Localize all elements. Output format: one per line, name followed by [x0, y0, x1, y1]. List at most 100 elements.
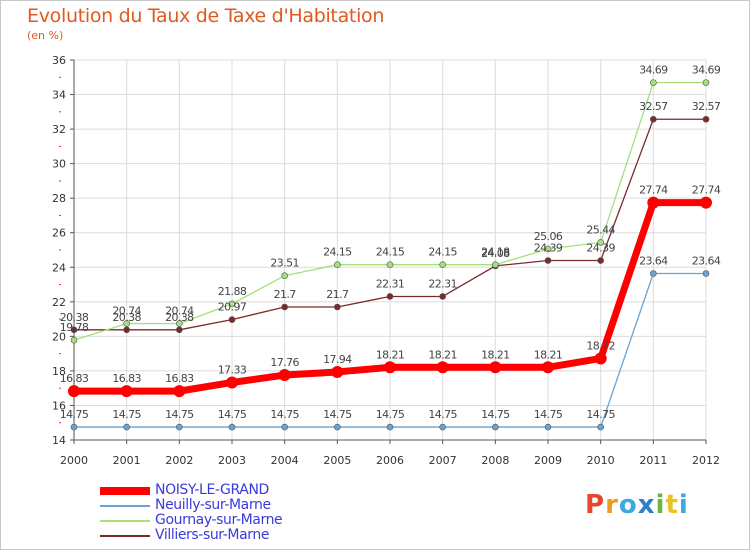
- data-point: [650, 115, 657, 123]
- data-point: [594, 352, 607, 365]
- data-label: 23.64: [692, 254, 721, 267]
- data-point: [123, 423, 130, 431]
- data-label: 14.75: [112, 408, 141, 421]
- x-tick-label: 2000: [60, 454, 88, 467]
- logo-letter: r: [605, 490, 619, 520]
- data-point: [386, 423, 394, 431]
- data-point: [334, 303, 341, 311]
- data-label: 21.7: [274, 288, 297, 301]
- y-tick-label: 34: [52, 89, 66, 102]
- data-point: [68, 385, 80, 398]
- data-point: [436, 361, 449, 374]
- chart-title: Evolution du Taux de Taxe d'Habitation: [27, 5, 385, 27]
- data-label: 20.38: [165, 311, 194, 324]
- legend-label: NOISY-LE-GRAND: [155, 482, 269, 498]
- data-point: [228, 423, 236, 431]
- data-point: [650, 79, 657, 86]
- y-tick-label: 22: [52, 296, 66, 309]
- data-point: [386, 293, 394, 300]
- data-point: [384, 361, 396, 374]
- data-label: 18.21: [376, 348, 405, 361]
- data-label: 14.75: [165, 408, 194, 421]
- data-point: [226, 376, 238, 389]
- data-label: 24.15: [428, 246, 457, 259]
- legend-label: Neuilly-sur-Marne: [155, 497, 271, 513]
- y-tick-label: 20: [52, 330, 66, 343]
- data-label: 27.74: [692, 184, 721, 197]
- legend-label: Gournay-sur-Marne: [155, 512, 283, 528]
- data-label: 14.75: [60, 408, 89, 421]
- data-label: 18.21: [534, 348, 563, 361]
- x-tick-label: 2010: [587, 454, 615, 467]
- data-label: 16.83: [60, 372, 89, 385]
- x-tick-label: 2007: [429, 454, 457, 467]
- data-point: [70, 336, 78, 344]
- data-label: 14.75: [586, 408, 615, 421]
- data-point: [123, 326, 130, 334]
- chart-unit: (en %): [27, 29, 64, 42]
- data-point: [176, 320, 183, 327]
- x-tick-label: 2012: [692, 454, 720, 467]
- data-point: [70, 326, 78, 334]
- data-label: 24.39: [534, 242, 563, 255]
- data-label: 18.21: [481, 348, 510, 361]
- data-label: 24.39: [586, 242, 615, 255]
- y-tick-label: 36: [52, 54, 66, 67]
- data-label: 27.74: [639, 184, 668, 197]
- data-point: [439, 261, 446, 268]
- data-label: 24.15: [376, 246, 405, 259]
- data-point: [544, 257, 552, 264]
- data-label: 34.69: [692, 64, 721, 77]
- data-label: 20.97: [218, 301, 247, 314]
- legend-swatch: [100, 535, 150, 537]
- data-point: [597, 239, 604, 246]
- y-tick-label: 28: [52, 192, 66, 205]
- x-tick-label: 2004: [271, 454, 299, 467]
- data-point: [702, 79, 710, 86]
- logo-letter: i: [655, 490, 666, 520]
- data-point: [647, 196, 660, 209]
- data-label: 24.15: [323, 246, 352, 259]
- legend-label: Villiers-sur-Marne: [155, 527, 270, 543]
- data-label: 14.75: [323, 408, 352, 421]
- data-point: [173, 385, 186, 398]
- data-point: [702, 270, 710, 277]
- data-label: 22.31: [428, 277, 457, 290]
- data-label: 23.51: [270, 257, 299, 270]
- data-point: [439, 423, 446, 431]
- y-tick-label: 14: [52, 434, 66, 447]
- data-label: 20.38: [112, 311, 141, 324]
- data-point: [597, 423, 604, 431]
- data-point: [492, 423, 499, 431]
- data-label: 14.75: [481, 408, 510, 421]
- legend-swatch: [100, 487, 150, 495]
- y-tick-label: 18: [52, 365, 66, 378]
- data-label: 32.57: [692, 100, 721, 113]
- logo-letter: P: [585, 490, 606, 520]
- data-point: [492, 261, 499, 268]
- x-tick-label: 2002: [165, 454, 193, 467]
- x-tick-label: 2005: [323, 454, 351, 467]
- data-label: 21.88: [218, 285, 247, 298]
- data-label: 17.76: [270, 356, 299, 369]
- data-label: 24.18: [481, 246, 510, 259]
- data-label: 25.44: [586, 223, 615, 236]
- data-point: [386, 261, 394, 268]
- data-label: 20.74: [112, 305, 141, 318]
- data-point: [228, 300, 236, 308]
- logo-letter: o: [618, 490, 638, 520]
- x-tick-label: 2006: [376, 454, 404, 467]
- data-point: [123, 320, 130, 327]
- data-label: 22.31: [376, 277, 405, 290]
- data-point: [120, 385, 133, 398]
- logo-letter: i: [678, 490, 689, 520]
- x-tick-label: 2008: [481, 454, 509, 467]
- data-label: 34.69: [639, 64, 668, 77]
- data-point: [281, 423, 288, 431]
- data-point: [439, 293, 446, 300]
- data-label: 20.38: [60, 311, 89, 324]
- data-point: [331, 365, 344, 378]
- y-tick-label: 16: [52, 399, 66, 412]
- data-point: [176, 423, 183, 431]
